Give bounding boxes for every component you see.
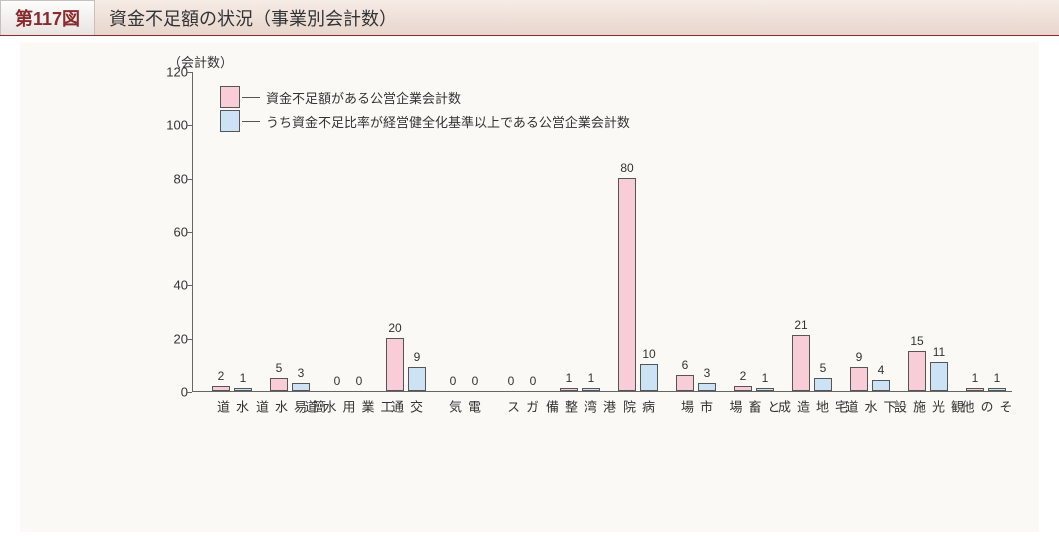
y-tick-mark (187, 125, 192, 126)
bar-value-label: 5 (820, 361, 827, 375)
y-tick-mark (187, 339, 192, 340)
bar-pink (676, 375, 694, 391)
y-axis-line (192, 72, 193, 391)
bar-value-label: 0 (508, 374, 515, 388)
bar-value-label: 2 (740, 369, 747, 383)
x-category-label: 観光施設 (890, 400, 966, 414)
legend-label: うち資金不足比率が経営健全化基準以上である公営企業会計数 (266, 112, 630, 131)
y-tick-mark (187, 285, 192, 286)
y-tick-label: 60 (152, 225, 188, 240)
y-tick-label: 0 (152, 385, 188, 400)
x-category-label: 水道 (213, 400, 251, 414)
bar-value-label: 9 (856, 350, 863, 364)
bar-value-label: 80 (620, 161, 633, 175)
x-category-label: 電気 (445, 400, 483, 414)
bar-blue (234, 388, 252, 391)
bar-blue (930, 362, 948, 391)
bar-value-label: 1 (762, 371, 769, 385)
y-tick-mark (187, 72, 192, 73)
figure-number-badge: 第117図 (0, 0, 95, 35)
x-category-label: ガス (503, 400, 541, 414)
legend-item: うち資金不足比率が経営健全化基準以上である公営企業会計数 (220, 110, 630, 132)
y-tick-mark (187, 392, 192, 393)
bar-pink (966, 388, 984, 391)
figure-header: 第117図 資金不足額の状況（事業別会計数） (0, 0, 1059, 36)
bar-pink (850, 367, 868, 391)
bar-blue (988, 388, 1006, 391)
legend-swatch-blue (220, 110, 240, 132)
bar-pink (212, 386, 230, 391)
legend-connector-line (242, 97, 260, 98)
bar-value-label: 9 (414, 350, 421, 364)
y-tick-mark (187, 179, 192, 180)
y-tick-mark (187, 232, 192, 233)
legend-item: 資金不足額がある公営企業会計数 (220, 86, 630, 108)
figure-container: 第117図 資金不足額の状況（事業別会計数） （会計数） 02040608010… (0, 0, 1059, 549)
bar-value-label: 10 (642, 347, 655, 361)
bar-pink (908, 351, 926, 391)
bar-pink (560, 388, 578, 391)
bar-blue (640, 364, 658, 391)
bar-value-label: 3 (298, 366, 305, 380)
bar-blue (814, 378, 832, 391)
y-tick-label: 80 (152, 171, 188, 186)
x-category-label: 宅地造成 (774, 400, 850, 414)
bar-pink (792, 335, 810, 391)
bar-value-label: 0 (450, 374, 457, 388)
bar-value-label: 6 (682, 358, 689, 372)
bar-blue (408, 367, 426, 391)
legend-swatch-pink (220, 86, 240, 108)
bar-value-label: 11 (933, 345, 945, 359)
legend-label: 資金不足額がある公営企業会計数 (266, 88, 461, 107)
bar-value-label: 20 (388, 321, 401, 335)
x-category-label: 病院 (619, 400, 657, 414)
bar-value-label: 1 (240, 371, 247, 385)
bar-value-label: 0 (334, 374, 341, 388)
y-tick-label: 100 (152, 118, 188, 133)
bar-value-label: 2 (218, 369, 225, 383)
bar-blue (582, 388, 600, 391)
y-tick-label: 20 (152, 331, 188, 346)
bar-blue (756, 388, 774, 391)
x-category-label: その他 (958, 400, 1015, 414)
chart-legend: 資金不足額がある公営企業会計数 うち資金不足比率が経営健全化基準以上である公営企… (220, 86, 630, 134)
y-tick-label: 120 (152, 65, 188, 80)
bar-pink (734, 386, 752, 391)
chart-area: （会計数） 02040608010012021水道53簡易水道00工業用水道20… (20, 42, 1039, 532)
bar-pink (618, 178, 636, 391)
bar-value-label: 21 (794, 318, 807, 332)
x-category-label: 工業用水道 (301, 400, 396, 414)
bar-value-label: 0 (472, 374, 479, 388)
bar-value-label: 0 (530, 374, 537, 388)
bar-pink (386, 338, 404, 391)
bar-value-label: 1 (588, 371, 595, 385)
x-category-label: 市場 (677, 400, 715, 414)
x-category-label: 交通 (387, 400, 425, 414)
bar-blue (872, 380, 890, 391)
bar-value-label: 15 (910, 334, 923, 348)
bar-value-label: 1 (566, 371, 573, 385)
bar-value-label: 4 (878, 363, 885, 377)
bar-value-label: 5 (276, 361, 283, 375)
bar-blue (698, 383, 716, 391)
bar-pink (270, 378, 288, 391)
bar-value-label: 0 (356, 374, 363, 388)
bar-value-label: 3 (704, 366, 711, 380)
x-category-label: 港湾整備 (542, 400, 618, 414)
y-tick-label: 40 (152, 278, 188, 293)
figure-title: 資金不足額の状況（事業別会計数） (95, 0, 1059, 35)
legend-connector-line (242, 121, 260, 122)
bar-value-label: 1 (994, 371, 1001, 385)
bar-value-label: 1 (972, 371, 979, 385)
bar-blue (292, 383, 310, 391)
